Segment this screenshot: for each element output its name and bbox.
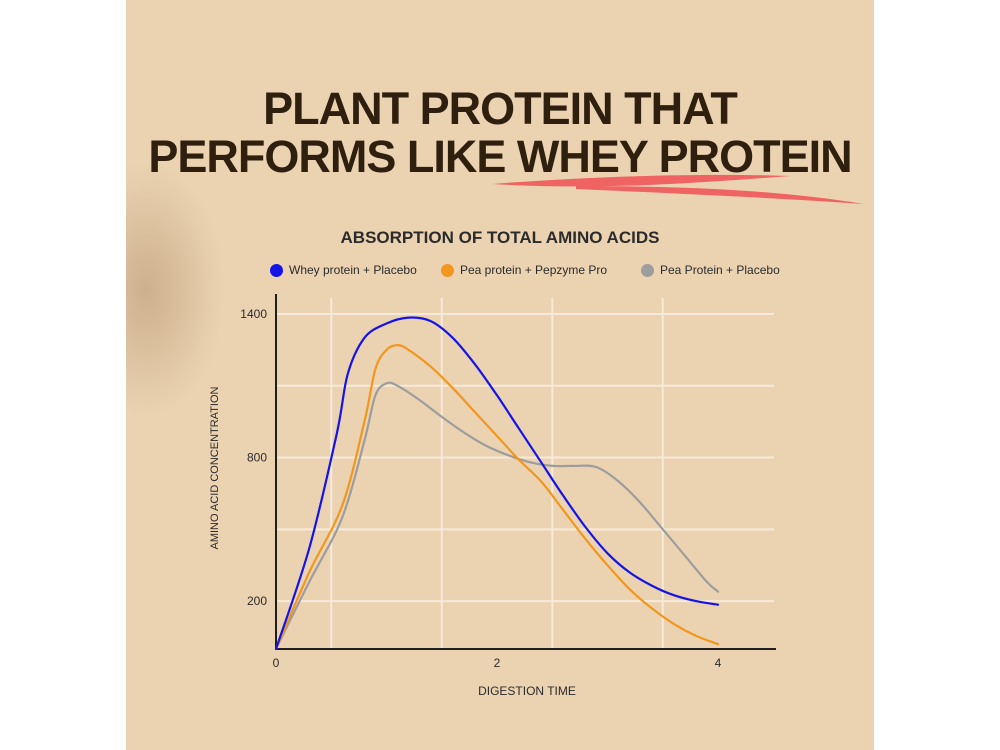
y-tick-label-200: 200: [247, 594, 267, 608]
y-tick-label-800: 800: [247, 451, 267, 465]
legend-label-pea-placebo: Pea Protein + Placebo: [660, 263, 780, 277]
x-tick-label-4: 4: [715, 656, 722, 670]
x-axis-label: DIGESTION TIME: [478, 684, 576, 698]
legend-dot-pea-placebo: [641, 263, 654, 277]
series-line-whey: [274, 316, 720, 651]
y-tick-label-1400: 1400: [240, 307, 267, 321]
headline-line-2: PERFORMS LIKE WHEY PROTEIN: [126, 134, 874, 179]
headline-line-1: PLANT PROTEIN THAT: [263, 83, 738, 134]
chart-title: ABSORPTION OF TOTAL AMINO ACIDS: [340, 228, 660, 247]
legend-label-whey: Whey protein + Placebo: [289, 263, 417, 277]
x-tick-label-0: 0: [273, 656, 280, 670]
x-tick-label-2: 2: [494, 656, 501, 670]
legend-item-pea-pepzyme: Pea protein + Pepzyme Pro: [441, 262, 607, 278]
legend-item-whey: Whey protein + Placebo: [270, 262, 417, 278]
legend-label-pea-pepzyme: Pea protein + Pepzyme Pro: [460, 263, 608, 277]
poster: PLANT PROTEIN THAT PERFORMS LIKE WHEY PR…: [126, 0, 874, 750]
legend-item-pea-placebo: Pea Protein + Placebo: [641, 262, 780, 278]
headline-line-2-prefix: PERFORMS LIKE: [148, 131, 517, 182]
background-shadow: [126, 160, 226, 420]
headline-underline: [492, 174, 864, 204]
series-line-pea-placebo: [274, 381, 720, 651]
axes: [275, 294, 776, 650]
grid: [276, 298, 774, 649]
amino-acid-chart: 0 2 4 200 800 1400 DIGESTION TIME AMINO ACID …: [209, 174, 864, 698]
legend-dot-whey: [270, 263, 283, 277]
legend-dot-pea-pepzyme: [441, 263, 454, 277]
headline-highlight: WHEY PROTEIN: [516, 131, 853, 182]
tick-labels: 0 2 4 200 800 1400: [240, 307, 721, 670]
series-lines: [274, 316, 720, 651]
series-line-pea-pepzyme: [274, 344, 720, 651]
y-axis-label: AMINO ACID CONCENTRATION: [209, 386, 221, 549]
